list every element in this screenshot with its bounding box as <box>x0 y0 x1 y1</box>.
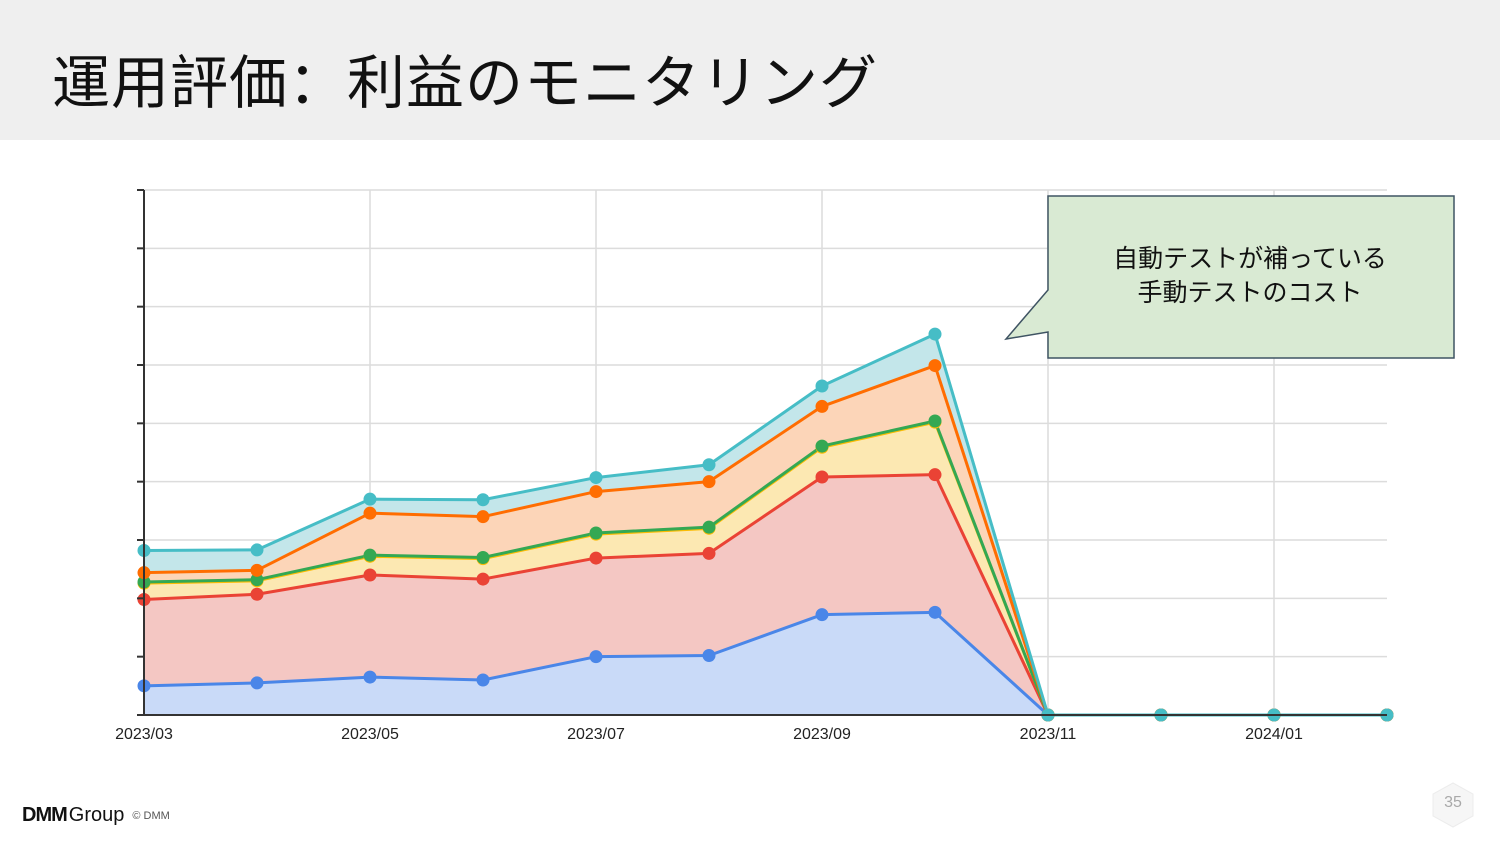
series-4-point <box>815 439 829 453</box>
series-1-point <box>250 676 264 690</box>
series-4-point <box>702 520 716 534</box>
series-2-point <box>589 551 603 565</box>
slide-title: 運用評価：利益のモニタリング <box>52 49 879 117</box>
series-6-point <box>589 471 603 485</box>
copyright-text: © DMM <box>132 809 170 822</box>
series-1-point <box>363 670 377 684</box>
page-number: 35 <box>1444 794 1462 811</box>
series-3-area <box>144 422 1387 715</box>
series-2-area <box>144 474 1387 715</box>
logo-dmm: DMM <box>22 804 68 826</box>
series-5-point <box>250 563 264 577</box>
series-2-point <box>702 546 716 560</box>
series-5-area <box>144 365 1387 715</box>
callout-text: 自動テストが補っている 手動テストのコスト <box>1048 242 1452 310</box>
logo-group: Group <box>68 804 125 826</box>
series-4-point <box>928 414 942 428</box>
series-5-point <box>702 475 716 489</box>
series-5-point <box>476 510 490 524</box>
series-4-point <box>363 548 377 562</box>
page-number-hexagon <box>1432 782 1474 828</box>
series-5-point <box>363 506 377 520</box>
series-2-point <box>250 587 264 601</box>
callout-line-1: 自動テストが補っている <box>1113 244 1387 273</box>
series-5-point <box>589 485 603 499</box>
series-1-point <box>815 608 829 622</box>
x-tick-label: 2023/03 <box>115 726 173 743</box>
x-tick-label: 2023/07 <box>567 726 625 743</box>
series-1-point <box>589 650 603 664</box>
series-4-point <box>589 526 603 540</box>
series-2-point <box>363 568 377 582</box>
series-1-point <box>476 673 490 687</box>
series-2-point <box>815 470 829 484</box>
series-6-point <box>928 327 942 341</box>
x-tick-label: 2023/11 <box>1020 726 1077 743</box>
x-tick-label: 2024/01 <box>1245 726 1303 743</box>
series-5-point <box>815 399 829 413</box>
x-tick-label: 2023/05 <box>341 726 399 743</box>
title-bar: 運用評価：利益のモニタリング <box>0 0 1500 140</box>
series-1-point <box>928 605 942 619</box>
series-4-point <box>476 551 490 564</box>
series-6-point <box>476 493 490 507</box>
series-6-point <box>815 379 829 393</box>
company-logo: DMM Group © DMM <box>22 804 170 827</box>
series-1-point <box>702 649 716 662</box>
callout-line-2: 手動テストのコスト <box>1137 278 1363 307</box>
series-2-point <box>928 468 942 482</box>
series-2-point <box>476 572 490 586</box>
series-1-area <box>144 612 1387 715</box>
series-4-point <box>250 573 264 587</box>
series-6-point <box>250 543 264 557</box>
x-tick-label: 2023/09 <box>793 726 851 743</box>
series-6-point <box>702 458 716 472</box>
series-5-point <box>928 359 942 373</box>
series-6-point <box>363 492 377 506</box>
